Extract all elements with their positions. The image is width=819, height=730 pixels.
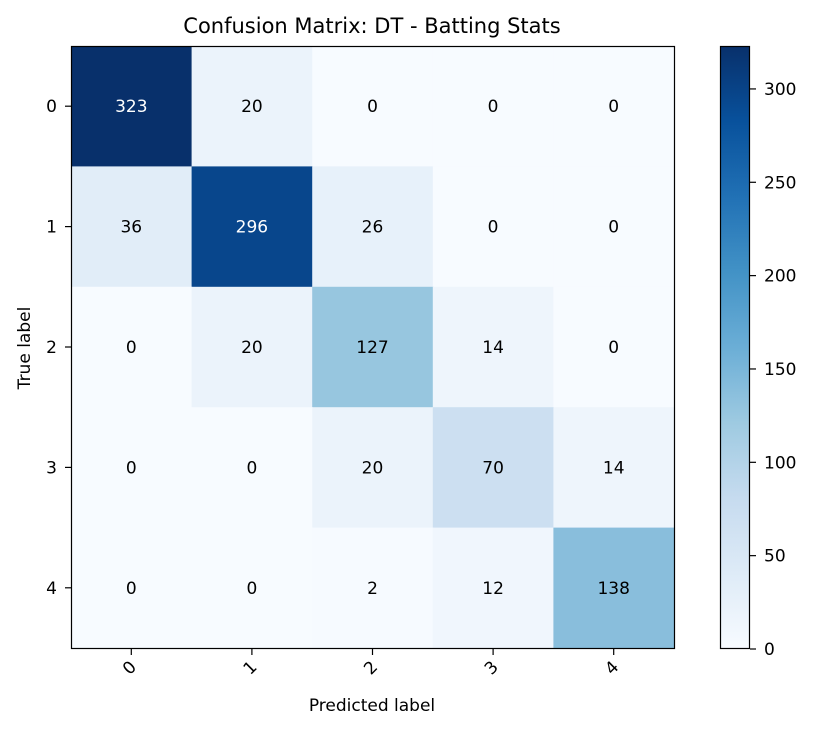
cell-value-label: 0: [367, 97, 378, 117]
cell-value-label: 323: [115, 97, 147, 117]
cell-value-label: 0: [246, 579, 257, 599]
cell-value-label: 20: [241, 338, 263, 358]
cell-value-label: 36: [120, 218, 142, 238]
cell-value-label: 0: [608, 97, 619, 117]
cell-value-label: 2: [367, 579, 378, 599]
y-tick-label: 0: [46, 97, 57, 117]
x-axis-ticks: 0 1 2 3 4: [119, 649, 623, 679]
cell-value-label: 14: [482, 338, 504, 358]
x-tick-label: 1: [240, 657, 262, 679]
x-axis-label: Predicted label: [309, 696, 435, 716]
cell-value-label: 0: [126, 458, 137, 478]
heatmap-cell: [312, 166, 434, 288]
heatmap-cell: [553, 527, 675, 649]
y-tick-label: 3: [46, 458, 57, 478]
heatmap-cell: [71, 46, 193, 167]
colorbar-tick-label: 200: [764, 267, 796, 287]
chart-title: Confusion Matrix: DT - Batting Stats: [183, 14, 560, 38]
y-tick-label: 4: [46, 579, 57, 599]
cell-value-label: 0: [126, 579, 137, 599]
cell-value-label: 20: [362, 458, 384, 478]
x-tick-label: 2: [360, 657, 382, 679]
cell-value-label: 12: [482, 579, 504, 599]
cell-value-label: 127: [356, 338, 388, 358]
heatmap-cell: [71, 166, 193, 288]
colorbar-ticks: 0 50 100 150 200 250 300: [750, 80, 796, 660]
colorbar-tick-label: 50: [764, 547, 786, 567]
colorbar-tick-label: 0: [764, 640, 775, 660]
x-tick-label: 3: [481, 657, 503, 679]
heatmap-cell-labels: 323 20 0 0 0 36 296 26 0 0 0 20 127 14 0 0 0 20 70 14 0 0 2 12 1…: [115, 97, 630, 599]
heatmap-cell: [191, 527, 313, 649]
heatmap-cell: [191, 46, 313, 167]
heatmap-cell: [432, 46, 554, 167]
heatmap-cell: [432, 286, 554, 408]
heatmap-cell: [191, 407, 313, 529]
colorbar-tick-label: 300: [764, 80, 796, 100]
colorbar-tick-label: 100: [764, 453, 796, 473]
heatmap-cell: [191, 166, 313, 288]
x-tick-label: 4: [601, 657, 623, 679]
y-tick-label: 1: [46, 218, 57, 238]
heatmap-cell: [71, 407, 193, 529]
heatmap-cell: [553, 166, 675, 288]
cell-value-label: 0: [608, 218, 619, 238]
cell-value-label: 0: [488, 97, 499, 117]
cell-value-label: 20: [241, 97, 263, 117]
colorbar-tick-label: 250: [764, 173, 796, 193]
colorbar-tick-label: 150: [764, 360, 796, 380]
heatmap-cell: [553, 46, 675, 167]
cell-value-label: 138: [597, 579, 629, 599]
heatmap-cell: [191, 286, 313, 408]
y-axis-ticks: 0 1 2 3 4: [46, 97, 71, 599]
heatmap-cell: [553, 286, 675, 408]
heatmap-cell: [71, 527, 193, 649]
heatmap-cell: [432, 527, 554, 649]
colorbar-frame: [719, 45, 751, 650]
heatmap-cell: [312, 527, 434, 649]
cell-value-label: 0: [126, 338, 137, 358]
heatmap-cell: [432, 407, 554, 529]
cell-value-label: 0: [608, 338, 619, 358]
heatmap-cell: [312, 286, 434, 408]
y-tick-label: 2: [46, 338, 57, 358]
cell-value-label: 296: [236, 218, 268, 238]
heatmap-cells: [71, 46, 675, 649]
cell-value-label: 70: [482, 458, 504, 478]
heatmap-cell: [312, 407, 434, 529]
heatmap-cell: [312, 46, 434, 167]
cell-value-label: 0: [488, 218, 499, 238]
cell-value-label: 14: [603, 458, 625, 478]
colorbar: [720, 46, 750, 649]
cell-value-label: 26: [362, 218, 384, 238]
heatmap-cell: [432, 166, 554, 288]
x-tick-label: 0: [119, 657, 141, 679]
y-axis-label: True label: [15, 307, 35, 391]
plot-frame: [70, 45, 676, 650]
heatmap-cell: [553, 407, 675, 529]
heatmap-cell: [71, 286, 193, 408]
cell-value-label: 0: [246, 458, 257, 478]
